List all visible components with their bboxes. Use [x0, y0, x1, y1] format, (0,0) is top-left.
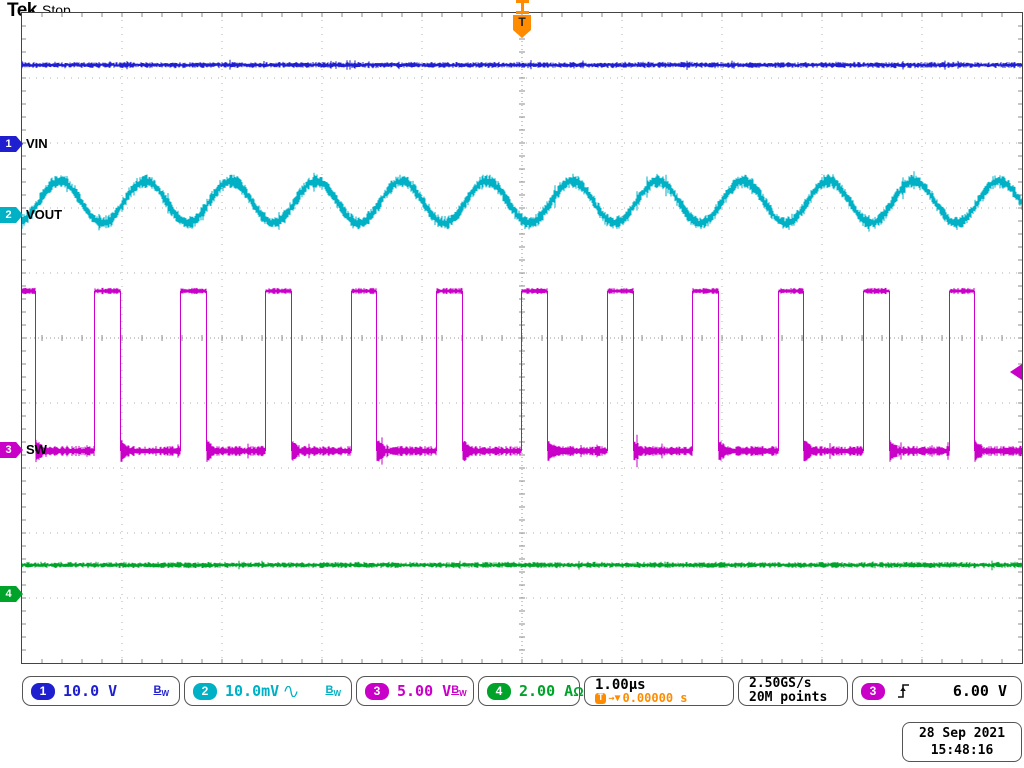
trigger-position-value: 0.00000 s — [622, 690, 688, 705]
channel1-label: VIN — [26, 136, 48, 151]
bandwidth-limit-icon: BW — [153, 683, 169, 699]
bandwidth-limit-icon: BW — [451, 683, 467, 699]
channel2-label: VOUT — [26, 207, 63, 222]
waveform-display — [22, 13, 1022, 663]
channel3-label: SW — [26, 442, 47, 457]
channel1-position-marker[interactable]: 1 — [0, 136, 23, 152]
trigger-position-marker-point — [513, 30, 531, 38]
trigger-readout[interactable]: 3 6.00 V — [852, 676, 1022, 706]
ac-coupling-icon — [284, 685, 298, 697]
channel4-badge: 4 — [487, 682, 511, 700]
channel1-scale: 10.0 V — [63, 682, 118, 700]
channel1-badge: 1 — [31, 682, 55, 700]
impedance-icon: Ω — [573, 683, 584, 699]
trigger-level-value: 6.00 V — [952, 682, 1007, 700]
acquisition-readout[interactable]: 2.50GS/s 20M points — [738, 676, 848, 706]
channel2-scale: 10.0mV — [225, 682, 280, 700]
time: 15:48:16 — [930, 743, 994, 758]
channel3-badge: 3 — [365, 682, 389, 700]
channel2-badge: 2 — [193, 682, 217, 700]
date: 28 Sep 2021 — [918, 726, 1006, 741]
trigger-position-arrow-icon: →▼ — [608, 692, 621, 704]
channel2-position-marker[interactable]: 2 — [0, 207, 23, 223]
channel4-scale: 2.00 A — [519, 682, 574, 700]
datetime-display: 28 Sep 2021 15:48:16 — [902, 722, 1022, 762]
sample-rate: 2.50GS/s — [749, 676, 812, 691]
channel3-readout[interactable]: 3 5.00 V BW — [356, 676, 474, 706]
record-length: 20M points — [749, 690, 828, 705]
trigger-source-badge: 3 — [861, 682, 885, 700]
channel3-position-marker[interactable]: 3 — [0, 442, 23, 458]
rising-edge-icon — [897, 683, 910, 699]
channel3-scale: 5.00 V — [397, 682, 452, 700]
channel4-readout[interactable]: 4 2.00 A Ω BW — [478, 676, 601, 706]
bandwidth-limit-icon: BW — [325, 683, 341, 699]
trigger-position-marker[interactable]: T — [513, 15, 531, 30]
trigger-t-icon: T — [595, 692, 607, 704]
expansion-point-icon — [516, 0, 529, 14]
trigger-position-readout: T →▼ 0.00000 s — [595, 690, 688, 705]
graticule — [21, 12, 1023, 664]
channel1-readout[interactable]: 1 10.0 V BW — [22, 676, 180, 706]
horizontal-readout[interactable]: 1.00µs T →▼ 0.00000 s — [584, 676, 734, 706]
channel2-readout[interactable]: 2 10.0mV BW — [184, 676, 352, 706]
trigger-level-marker[interactable] — [1010, 364, 1022, 380]
timebase-scale: 1.00µs — [595, 676, 646, 693]
channel4-position-marker[interactable]: 4 — [0, 586, 23, 602]
